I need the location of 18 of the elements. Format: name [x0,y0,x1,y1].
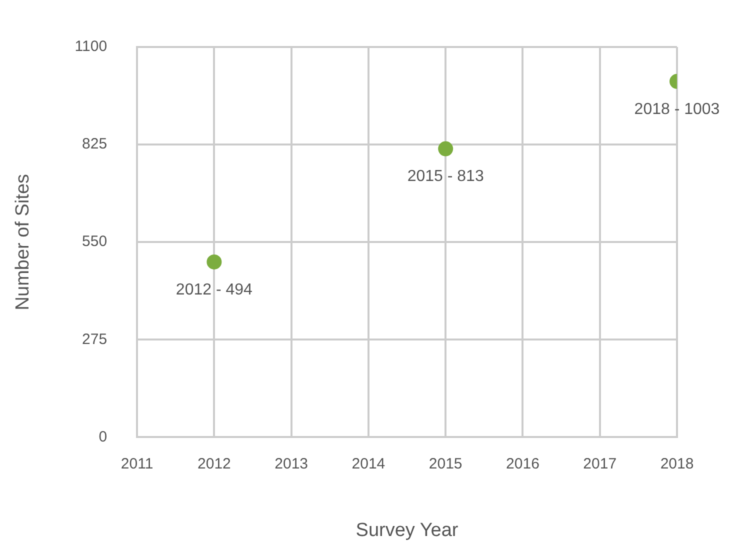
y-tick-label: 825 [82,136,108,153]
annotation: 2018 - 1003 [634,100,720,118]
x-tick-label: 2018 [660,455,694,472]
x-tick-label: 2012 [198,455,231,472]
y-tick-label: 1100 [74,38,108,56]
x-tick-label: 2014 [352,455,386,472]
y-tick-label: 275 [82,330,108,348]
annotation: 2012 - 494 [176,281,253,298]
x-tick-label: 2017 [583,455,617,472]
y-axis-title: Number of Sites [12,174,34,310]
y-tick-label: 550 [82,233,108,250]
x-tick-label: 2016 [506,455,540,472]
annotation: 2015 - 813 [407,168,484,186]
x-tick-label: 2011 [120,455,154,472]
x-axis-title: Survey Year [356,520,459,541]
x-tick-label: 2013 [274,455,308,472]
y-tick-label: 0 [98,428,108,446]
x-tick-label: 2015 [428,455,462,472]
